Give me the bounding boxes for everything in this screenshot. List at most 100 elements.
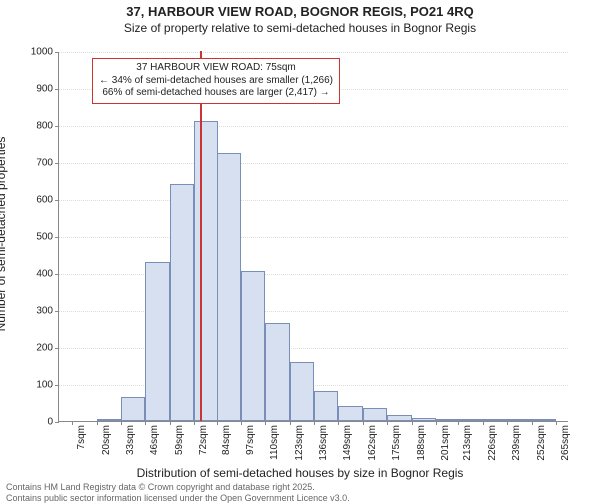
xtick-label: 20sqm xyxy=(101,425,112,455)
histogram-bar xyxy=(265,323,289,421)
xtick xyxy=(458,421,459,425)
ytick xyxy=(55,385,59,386)
ytick-label: 400 xyxy=(36,269,53,280)
gridline xyxy=(59,52,568,53)
ytick xyxy=(55,274,59,275)
ytick-label: 700 xyxy=(36,158,53,169)
ytick xyxy=(55,89,59,90)
xtick-label: 7sqm xyxy=(76,425,87,449)
histogram-bar xyxy=(458,419,482,421)
reference-line xyxy=(200,51,202,421)
ytick xyxy=(55,52,59,53)
ytick xyxy=(55,126,59,127)
xtick-label: 84sqm xyxy=(221,425,232,455)
xtick-label: 213sqm xyxy=(462,425,473,461)
histogram-bar xyxy=(412,418,436,421)
xtick-label: 188sqm xyxy=(416,425,427,461)
xtick-label: 136sqm xyxy=(318,425,329,461)
x-axis-label: Distribution of semi-detached houses by … xyxy=(0,466,600,480)
ytick xyxy=(55,200,59,201)
histogram-bar xyxy=(97,419,121,421)
xtick xyxy=(145,421,146,425)
gridline xyxy=(59,274,568,275)
histogram-bar xyxy=(241,271,265,421)
xtick-label: 201sqm xyxy=(440,425,451,461)
footer-attribution: Contains HM Land Registry data © Crown c… xyxy=(6,482,350,504)
histogram-bar xyxy=(483,419,507,421)
gridline xyxy=(59,200,568,201)
xtick xyxy=(436,421,437,425)
xtick xyxy=(121,421,122,425)
xtick xyxy=(217,421,218,425)
xtick xyxy=(338,421,339,425)
histogram-bar xyxy=(338,406,362,421)
xtick xyxy=(556,421,557,425)
footer-line-1: Contains HM Land Registry data © Crown c… xyxy=(6,482,350,493)
ytick xyxy=(55,237,59,238)
xtick-label: 72sqm xyxy=(198,425,209,455)
xtick-label: 239sqm xyxy=(511,425,522,461)
xtick-label: 59sqm xyxy=(174,425,185,455)
ytick-label: 300 xyxy=(36,306,53,317)
annotation-line-2: ← 34% of semi-detached houses are smalle… xyxy=(99,75,333,88)
xtick-label: 33sqm xyxy=(125,425,136,455)
ytick-label: 200 xyxy=(36,343,53,354)
histogram-bar xyxy=(436,419,460,421)
plot-area: 010020030040050060070080090010007sqm20sq… xyxy=(58,52,568,422)
gridline xyxy=(59,163,568,164)
xtick xyxy=(241,421,242,425)
xtick xyxy=(314,421,315,425)
ytick-label: 100 xyxy=(36,380,53,391)
histogram-bar xyxy=(290,362,314,421)
histogram-bar xyxy=(507,419,531,421)
gridline xyxy=(59,126,568,127)
xtick-label: 265sqm xyxy=(560,425,571,461)
xtick xyxy=(170,421,171,425)
annotation-line-3: 66% of semi-detached houses are larger (… xyxy=(99,87,333,100)
ytick xyxy=(55,422,59,423)
chart-area: 010020030040050060070080090010007sqm20sq… xyxy=(58,52,568,422)
xtick xyxy=(72,421,73,425)
xtick-label: 226sqm xyxy=(487,425,498,461)
y-axis-label: Number of semi-detached properties xyxy=(0,137,8,332)
ytick-label: 900 xyxy=(36,84,53,95)
histogram-bar xyxy=(121,397,145,421)
ytick-label: 600 xyxy=(36,195,53,206)
xtick xyxy=(412,421,413,425)
histogram-bar xyxy=(532,419,556,421)
ytick xyxy=(55,163,59,164)
xtick-label: 175sqm xyxy=(391,425,402,461)
xtick xyxy=(194,421,195,425)
xtick-label: 162sqm xyxy=(367,425,378,461)
histogram-bar xyxy=(363,408,387,421)
ytick xyxy=(55,348,59,349)
ytick-label: 800 xyxy=(36,121,53,132)
gridline xyxy=(59,311,568,312)
annotation-box: 37 HARBOUR VIEW ROAD: 75sqm ← 34% of sem… xyxy=(92,58,340,104)
xtick xyxy=(265,421,266,425)
gridline xyxy=(59,237,568,238)
xtick-label: 46sqm xyxy=(149,425,160,455)
ytick-label: 1000 xyxy=(31,47,53,58)
xtick-label: 97sqm xyxy=(245,425,256,455)
histogram-bar xyxy=(217,153,241,421)
xtick xyxy=(507,421,508,425)
ytick-label: 500 xyxy=(36,232,53,243)
histogram-bar xyxy=(145,262,169,421)
xtick xyxy=(363,421,364,425)
xtick-label: 110sqm xyxy=(269,425,280,460)
xtick-label: 252sqm xyxy=(536,425,547,461)
histogram-bar xyxy=(387,415,411,421)
histogram-bar xyxy=(314,391,338,421)
xtick xyxy=(97,421,98,425)
xtick-label: 149sqm xyxy=(342,425,353,461)
ytick xyxy=(55,311,59,312)
xtick xyxy=(387,421,388,425)
xtick xyxy=(290,421,291,425)
xtick-label: 123sqm xyxy=(294,425,305,461)
chart-title: 37, HARBOUR VIEW ROAD, BOGNOR REGIS, PO2… xyxy=(0,4,600,19)
histogram-bar xyxy=(194,121,218,421)
histogram-bar xyxy=(170,184,194,421)
xtick xyxy=(483,421,484,425)
annotation-line-1: 37 HARBOUR VIEW ROAD: 75sqm xyxy=(99,62,333,75)
